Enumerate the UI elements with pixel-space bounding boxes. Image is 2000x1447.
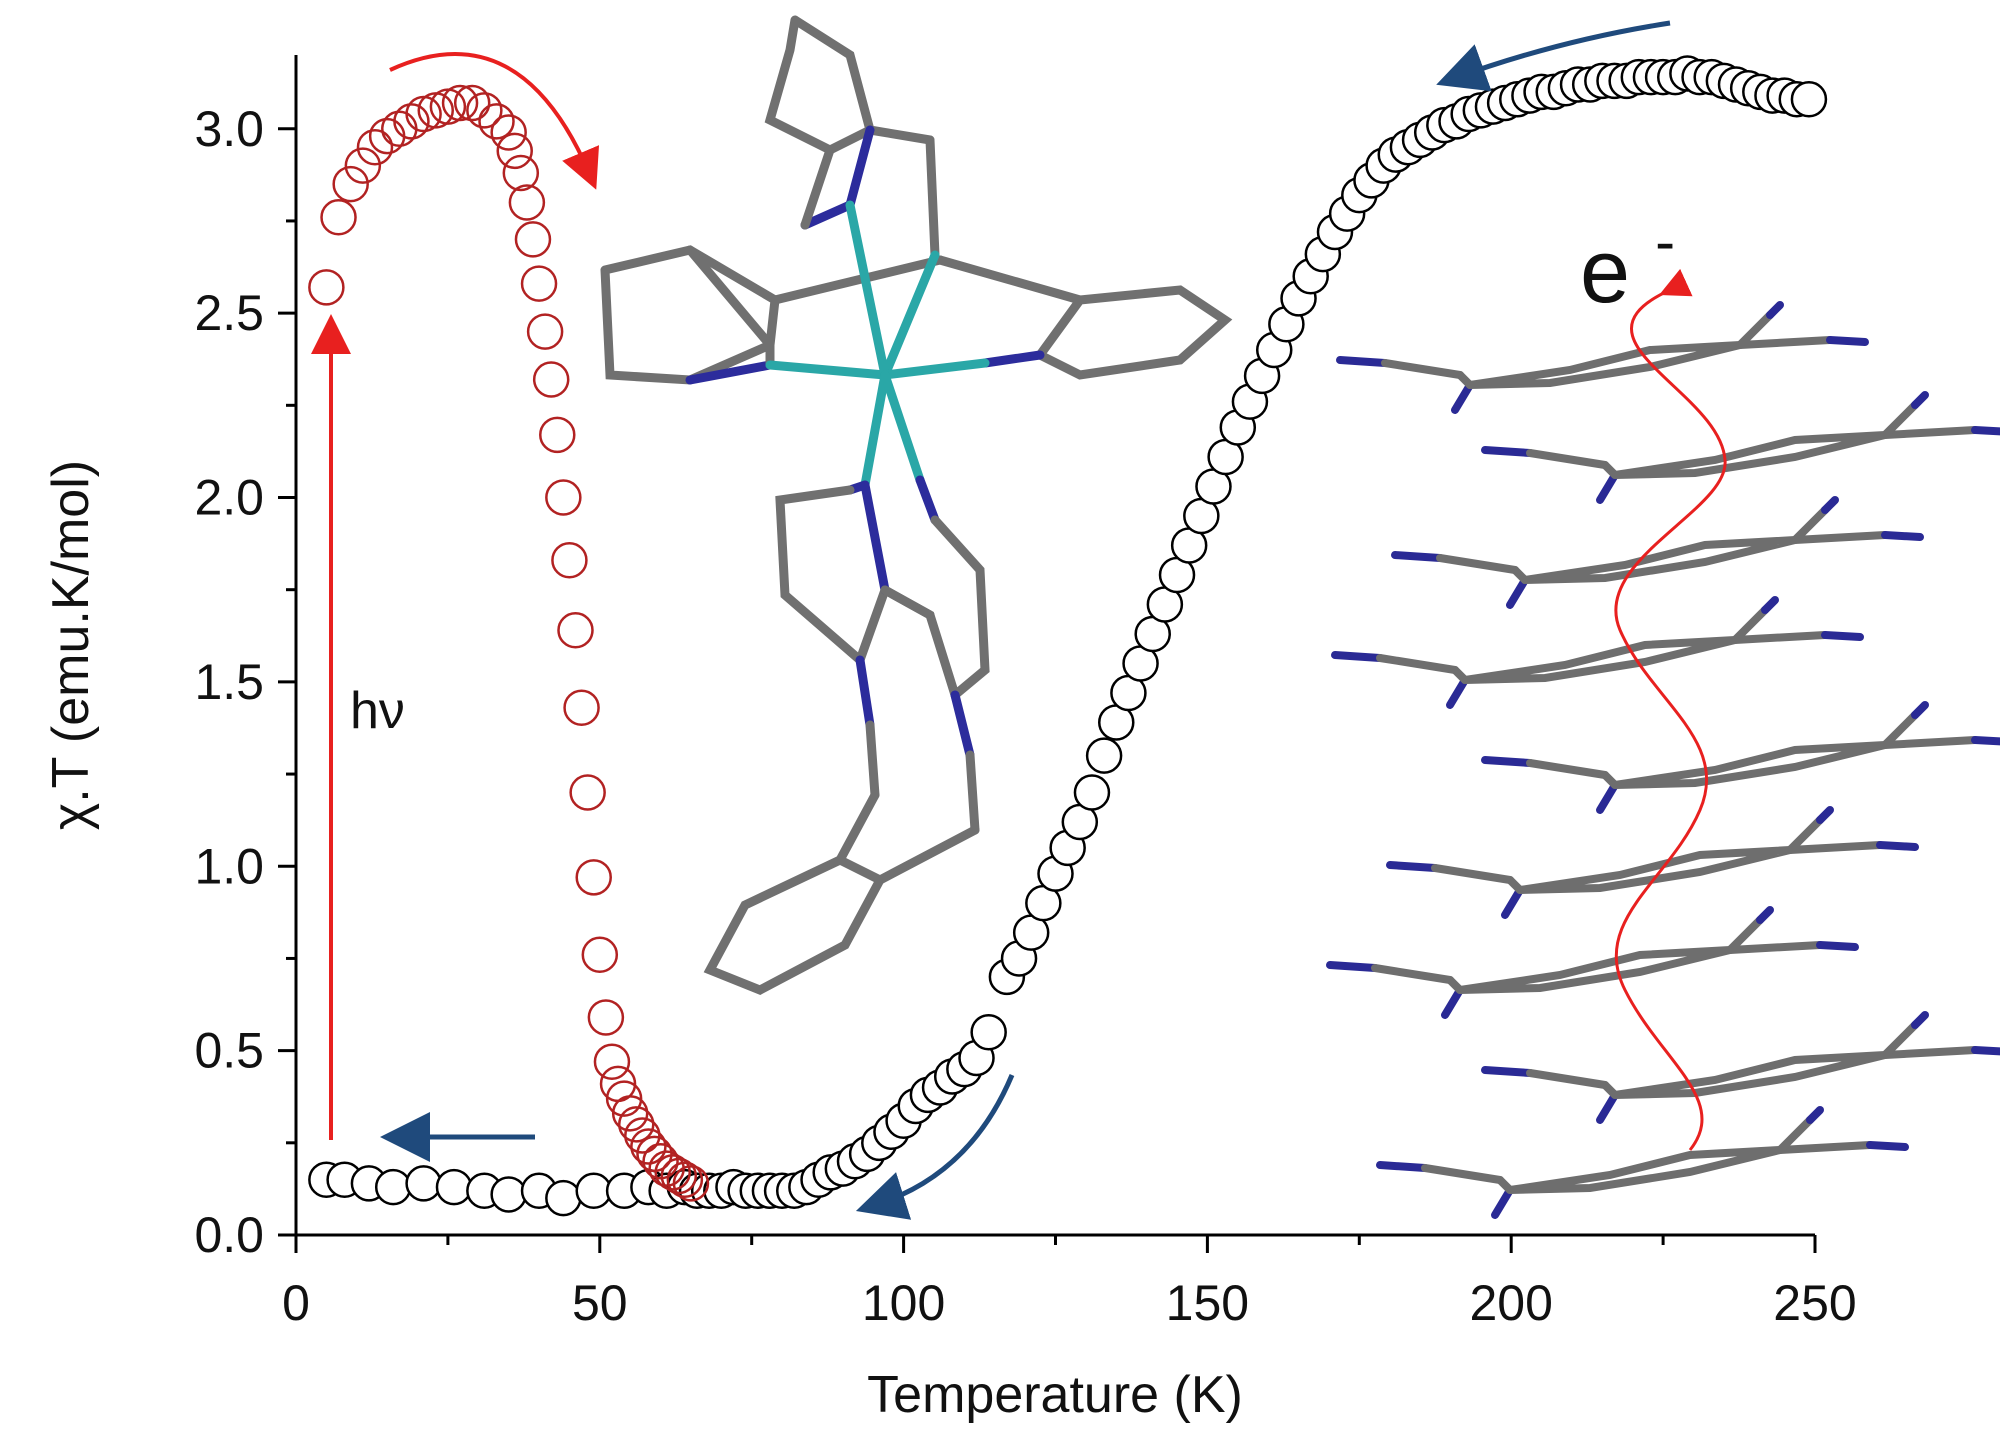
- data-point-thermal: [1073, 774, 1111, 811]
- data-point-irradiated: [393, 103, 430, 140]
- y-tick-label: 0.5: [194, 1023, 264, 1079]
- stacked-molecule: [1481, 1011, 2000, 1124]
- electron-label: e -: [1580, 208, 1675, 322]
- data-point-irradiated: [624, 1117, 661, 1154]
- stacked-molecule: [1326, 906, 1859, 1019]
- x-tick-label: 200: [1469, 1275, 1552, 1331]
- data-point-irradiated: [508, 184, 546, 221]
- data-point-irradiated: [545, 479, 582, 516]
- data-point-irradiated: [441, 84, 479, 122]
- stacked-molecule: [1386, 806, 1919, 919]
- data-point-irradiated: [478, 103, 515, 140]
- data-point-irradiated: [490, 114, 527, 151]
- data-point-irradiated: [466, 92, 503, 129]
- data-point-irradiated: [672, 1165, 710, 1202]
- data-point-irradiated: [496, 132, 533, 170]
- data-point-thermal: [545, 1179, 582, 1217]
- data-point-irradiated: [569, 774, 606, 811]
- data-point-irradiated: [532, 361, 570, 398]
- data-point-irradiated: [405, 95, 442, 133]
- data-point-irradiated: [630, 1128, 667, 1165]
- data-point-irradiated: [539, 416, 576, 454]
- data-point-irradiated: [453, 84, 491, 122]
- data-point-thermal: [1790, 81, 1828, 118]
- y-ticks: 0.0 0.5 1.0 1.5 2.0 2.5 3.0: [194, 101, 296, 1263]
- y-tick-label: 2.5: [194, 285, 264, 341]
- data-point-irradiated: [557, 612, 594, 649]
- data-point-irradiated: [551, 541, 588, 579]
- data-point-irradiated: [308, 269, 345, 306]
- x-tick-label: 0: [282, 1275, 310, 1331]
- data-point-thermal: [1085, 737, 1123, 774]
- data-point-irradiated: [502, 154, 540, 192]
- x-tick-label: 250: [1773, 1275, 1856, 1331]
- stacked-molecule: [1331, 596, 1864, 709]
- stacked-molecule: [1376, 1106, 1909, 1219]
- y-tick-label: 3.0: [194, 101, 264, 157]
- electron-symbol: e: [1580, 222, 1630, 322]
- data-point-irradiated: [581, 936, 619, 973]
- data-point-thermal: [970, 1013, 1007, 1051]
- data-point-irradiated: [563, 689, 600, 726]
- data-point-irradiated: [575, 859, 612, 896]
- data-point-irradiated: [520, 265, 558, 302]
- y-tick-label: 0.0: [194, 1207, 264, 1263]
- data-point-irradiated: [593, 1043, 631, 1080]
- cooling-arrow-mid: [855, 1074, 1015, 1220]
- stacked-molecule: [1336, 301, 1869, 414]
- data-point-thermal: [490, 1176, 527, 1213]
- data-point-irradiated: [344, 147, 382, 184]
- data-point-irradiated: [666, 1161, 704, 1198]
- stacked-molecule: [1481, 391, 2000, 504]
- data-point-irradiated: [320, 199, 357, 236]
- x-axis-title: Temperature (K): [867, 1366, 1243, 1424]
- y-tick-label: 1.5: [194, 654, 264, 710]
- molecular-stack-illustration: [1326, 301, 2000, 1219]
- data-point-thermal: [405, 1165, 442, 1202]
- series-thermal: [308, 55, 1828, 1217]
- y-tick-label: 1.0: [194, 838, 264, 894]
- data-point-irradiated: [332, 165, 369, 203]
- cooling-arrow-high: [1436, 20, 1671, 92]
- data-point-irradiated: [611, 1095, 649, 1132]
- x-tick-label: 100: [862, 1275, 945, 1331]
- hv-label: hν: [350, 682, 405, 740]
- data-point-irradiated: [605, 1080, 643, 1117]
- data-point-irradiated: [642, 1143, 679, 1180]
- data-point-irradiated: [526, 313, 564, 350]
- x-ticks: 0 50 100 150 200 250: [282, 1235, 1857, 1331]
- data-point-irradiated: [636, 1135, 673, 1173]
- molecule-structure-illustration: [600, 15, 1233, 995]
- data-point-irradiated: [356, 128, 394, 166]
- data-point-irradiated: [618, 1106, 655, 1143]
- series-irradiated: [308, 84, 710, 1202]
- data-point-irradiated: [514, 221, 552, 258]
- data-point-irradiated: [660, 1157, 698, 1195]
- x-tick-label: 50: [572, 1275, 628, 1331]
- data-point-thermal: [374, 1168, 412, 1206]
- electron-charge: -: [1655, 208, 1675, 275]
- data-point-irradiated: [587, 999, 625, 1036]
- stacked-molecule: [1391, 496, 1924, 609]
- y-axis-title: χ.T (emu.K/mol): [42, 460, 100, 830]
- x-tick-label: 150: [1166, 1275, 1249, 1331]
- warming-arrow: [389, 52, 600, 190]
- stacked-molecule: [1481, 701, 2000, 814]
- data-point-irradiated: [654, 1154, 691, 1191]
- data-point-thermal: [575, 1172, 612, 1209]
- data-point-thermal: [435, 1168, 473, 1206]
- data-point-irradiated: [381, 110, 418, 147]
- y-tick-label: 2.0: [194, 470, 264, 526]
- data-point-irradiated: [429, 88, 467, 125]
- electron-hop-path: [1614, 268, 1727, 1151]
